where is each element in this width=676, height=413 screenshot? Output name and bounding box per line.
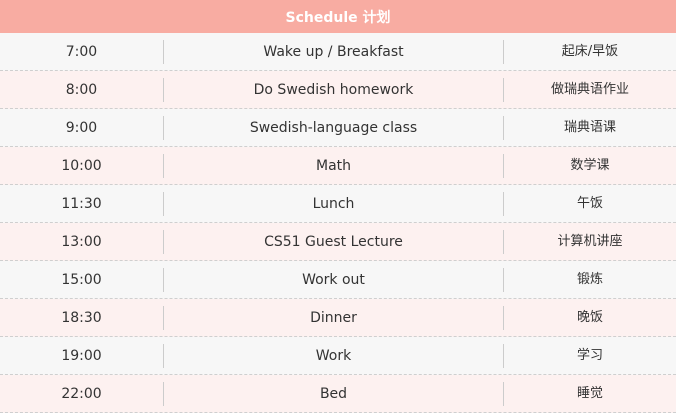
activity-cell: Math xyxy=(163,153,503,178)
table-row: 8:00 Do Swedish homework 做瑞典语作业 xyxy=(0,71,676,109)
chinese-cell: 锻炼 xyxy=(503,267,676,292)
table-row: 15:00 Work out 锻炼 xyxy=(0,261,676,299)
chinese-cell: 学习 xyxy=(503,343,676,368)
time-cell: 7:00 xyxy=(65,43,98,60)
activity-cell: Dinner xyxy=(163,305,503,330)
time-cell: 18:30 xyxy=(61,309,102,326)
activity-cell: Wake up / Breakfast xyxy=(163,39,503,64)
table-row: 9:00 Swedish-language class 瑞典语课 xyxy=(0,109,676,147)
table-row: 11:30 Lunch 午饭 xyxy=(0,185,676,223)
activity-cell: Lunch xyxy=(163,191,503,216)
time-cell: 10:00 xyxy=(61,157,102,174)
time-cell: 11:30 xyxy=(61,195,102,212)
chinese-cell: 做瑞典语作业 xyxy=(503,77,676,102)
time-cell: 8:00 xyxy=(65,81,98,98)
table-row: 19:00 Work 学习 xyxy=(0,337,676,375)
table-row: 13:00 CS51 Guest Lecture 计算机讲座 xyxy=(0,223,676,261)
schedule-table: 7:00 Wake up / Breakfast 起床/早饭 8:00 Do Swedi… xyxy=(0,33,676,413)
activity-cell: Work xyxy=(163,343,503,368)
table-row: 18:30 Dinner 晚饭 xyxy=(0,299,676,337)
time-cell: 15:00 xyxy=(61,271,102,288)
chinese-cell: 睡觉 xyxy=(503,381,676,406)
time-cell: 13:00 xyxy=(61,233,102,250)
table-row: 10:00 Math 数学课 xyxy=(0,147,676,185)
table-row: 22:00 Bed 睡觉 xyxy=(0,375,676,413)
table-row: 7:00 Wake up / Breakfast 起床/早饭 xyxy=(0,33,676,71)
chinese-cell: 瑞典语课 xyxy=(503,115,676,140)
chinese-cell: 计算机讲座 xyxy=(503,229,676,254)
time-cell: 9:00 xyxy=(65,119,98,136)
chinese-cell: 晚饭 xyxy=(503,305,676,330)
activity-cell: Swedish-language class xyxy=(163,115,503,140)
activity-cell: Bed xyxy=(163,381,503,406)
chinese-cell: 数学课 xyxy=(503,153,676,178)
time-cell: 22:00 xyxy=(61,385,102,402)
activity-cell: Work out xyxy=(163,267,503,292)
chinese-cell: 起床/早饭 xyxy=(503,39,676,64)
time-cell: 19:00 xyxy=(61,347,102,364)
schedule-title: Schedule 计划 xyxy=(0,0,676,33)
chinese-cell: 午饭 xyxy=(503,191,676,216)
activity-cell: CS51 Guest Lecture xyxy=(163,229,503,254)
activity-cell: Do Swedish homework xyxy=(163,77,503,102)
